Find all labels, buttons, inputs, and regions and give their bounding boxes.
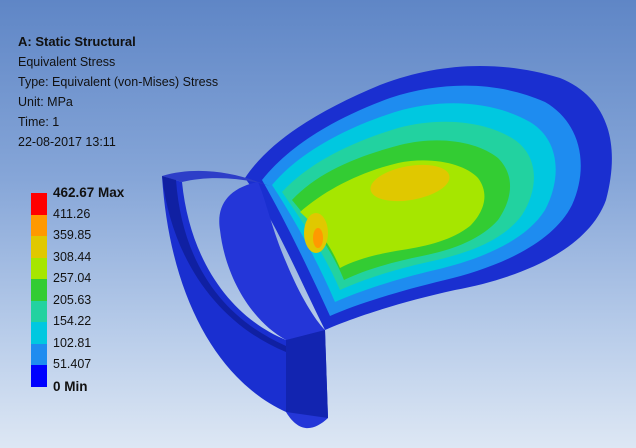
ring-top-face	[162, 170, 270, 186]
ring-front-face	[162, 176, 286, 412]
legend-swatch	[31, 300, 47, 322]
legend-label: 359.85	[53, 228, 92, 242]
legend-swatch	[31, 236, 47, 258]
legend-label: 154.22	[53, 314, 92, 328]
legend-label: 257.04	[53, 271, 92, 285]
legend-swatch	[31, 214, 47, 236]
color-legend-labels: 462.67 Max 411.26 359.85 308.44 257.04 2…	[53, 182, 124, 397]
result-name: Equivalent Stress	[18, 55, 116, 69]
analysis-title: A: Static Structural	[18, 34, 136, 49]
result-timestamp: 22-08-2017 13:11	[18, 135, 116, 149]
legend-label: 205.63	[53, 292, 92, 307]
legend-swatch	[31, 257, 47, 279]
legend-swatch	[31, 343, 47, 365]
result-time: Time: 1	[18, 115, 60, 129]
ring-end-face	[286, 330, 328, 418]
legend-swatch	[31, 279, 47, 301]
result-type: Type: Equivalent (von-Mises) Stress	[18, 75, 219, 89]
result-info-panel: A: Static Structural Equivalent Stress T…	[18, 32, 218, 152]
ring-shade-edge	[162, 176, 286, 352]
legend-label: 411.26	[53, 206, 91, 221]
contact-orange-spot	[313, 228, 323, 248]
result-unit: Unit: MPa	[18, 95, 73, 109]
legend-swatch	[31, 365, 47, 387]
legend-label-min: 0 Min	[53, 378, 88, 394]
legend-swatch	[31, 322, 47, 344]
plate-yellow-center	[370, 164, 450, 202]
legend-label: 308.44	[53, 249, 92, 264]
legend-label-max: 462.67 Max	[53, 185, 125, 200]
legend-label: 51.407	[53, 357, 92, 371]
legend-label: 102.81	[53, 335, 92, 350]
legend-swatch	[31, 193, 47, 215]
color-legend-bar[interactable]	[31, 193, 47, 387]
